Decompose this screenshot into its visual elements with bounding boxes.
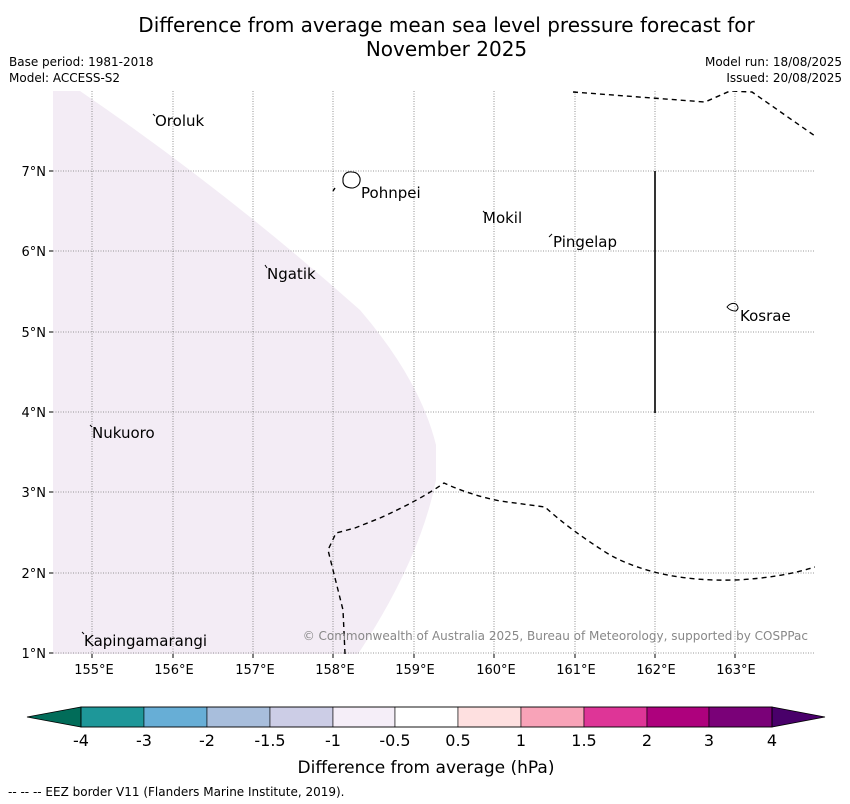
lon-label-159: 159°E (395, 663, 435, 678)
lat-label-1: 1°N (22, 647, 47, 662)
place-pingelap: Pingelap (553, 233, 617, 251)
eez-legend-note: -- -- -- EEZ border V11 (Flanders Marine… (8, 785, 345, 799)
colorbar-bin-6 (395, 707, 458, 727)
colorbar-under-arrow (27, 707, 81, 727)
cb-tick-10: 2 (642, 731, 652, 750)
cb-tick-5: -1 (325, 731, 341, 750)
colorbar-bin-8 (521, 707, 584, 727)
cb-tick-3: -2 (199, 731, 215, 750)
colorbar-bin-5 (333, 707, 395, 727)
lon-label-156: 156°E (154, 663, 194, 678)
lon-label-158: 158°E (315, 663, 355, 678)
place-kapingamarangi: Kapingamarangi (84, 632, 207, 650)
colorbar-bin-7 (458, 707, 521, 727)
lon-label-157: 157°E (235, 663, 275, 678)
place-pohnpei: Pohnpei (361, 184, 421, 202)
lon-label-160: 160°E (476, 663, 516, 678)
kosrae-island (727, 303, 738, 311)
cb-tick-7: 0.5 (445, 731, 470, 750)
cb-tick-4: -1.5 (254, 731, 285, 750)
colorbar-bin-10 (647, 707, 709, 727)
cb-tick-6: -0.5 (379, 731, 410, 750)
lon-label-161: 161°E (556, 663, 596, 678)
lat-label-6: 6°N (22, 245, 47, 260)
cb-tick-12: 4 (767, 731, 777, 750)
lat-label-4: 4°N (22, 406, 47, 421)
colorbar-label: Difference from average (hPa) (298, 758, 555, 778)
lat-label-7: 7°N (22, 165, 47, 180)
lat-label-3: 3°N (22, 486, 47, 501)
place-oroluk: Oroluk (155, 112, 204, 130)
cb-tick-11: 3 (704, 731, 714, 750)
place-kosrae: Kosrae (740, 307, 791, 325)
colorbar-over-arrow (772, 707, 825, 727)
colorbar (27, 707, 825, 727)
cb-tick-1: -4 (73, 731, 89, 750)
place-nukuoro: Nukuoro (92, 424, 155, 442)
anomaly-region (53, 91, 436, 654)
colorbar-bin-11 (709, 707, 772, 727)
colorbar-bin-2 (144, 707, 207, 727)
lat-label-2: 2°N (22, 567, 47, 582)
cb-tick-9: 1.5 (571, 731, 596, 750)
colorbar-bin-9 (584, 707, 647, 727)
cb-tick-2: -3 (136, 731, 152, 750)
lon-label-162: 162°E (636, 663, 676, 678)
lat-label-5: 5°N (22, 326, 47, 341)
cb-tick-8: 1 (516, 731, 526, 750)
map-canvas: Oroluk Pohnpei Mokil Pingelap Ngatik Kos… (0, 0, 850, 804)
place-mokil: Mokil (483, 209, 522, 227)
colorbar-bin-3 (207, 707, 270, 727)
colorbar-bin-1 (81, 707, 144, 727)
pohnpei-island (343, 172, 360, 188)
lon-label-163: 163°E (716, 663, 756, 678)
copyright-text: © Commonwealth of Australia 2025, Bureau… (303, 629, 808, 643)
colorbar-bin-4 (270, 707, 333, 727)
lon-label-155: 155°E (74, 663, 114, 678)
place-ngatik: Ngatik (267, 265, 316, 283)
